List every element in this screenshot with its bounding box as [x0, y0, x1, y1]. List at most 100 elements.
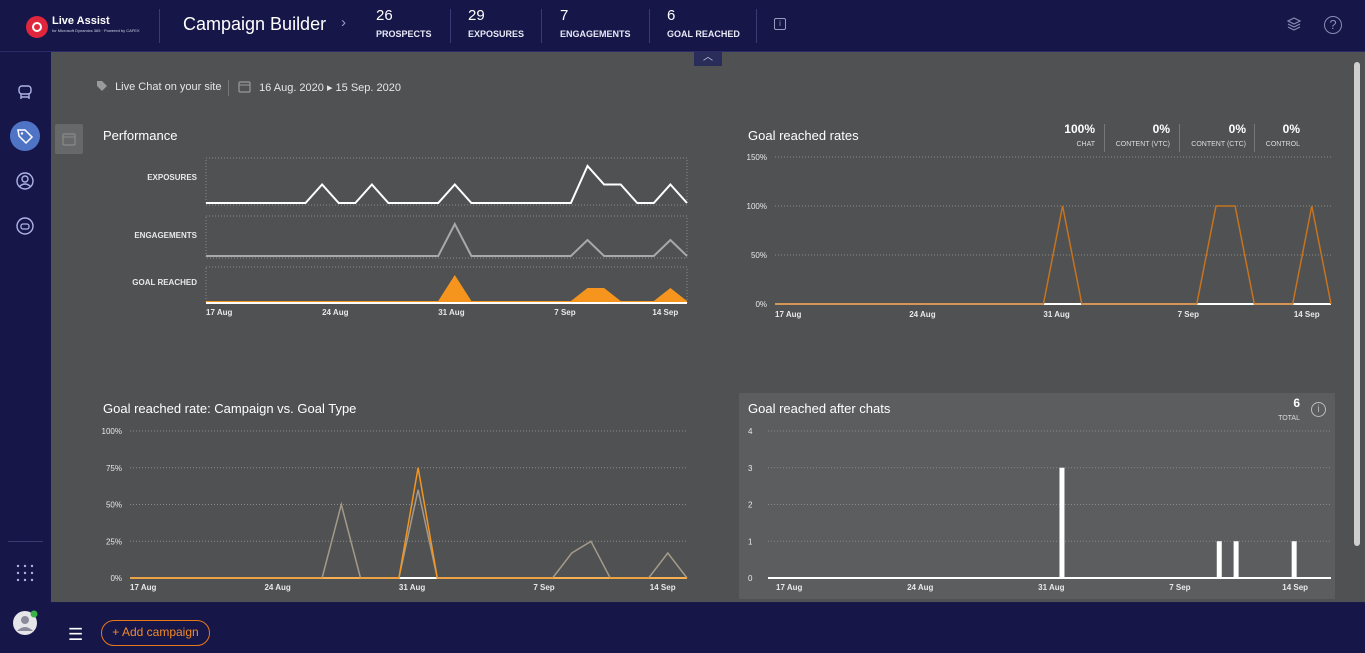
divider — [1104, 124, 1105, 152]
stat-value: 7 — [560, 7, 569, 24]
app-logo[interactable]: Live Assist for Microsoft Dynamics 365 ·… — [26, 14, 140, 38]
chevron-right-icon[interactable]: › — [341, 14, 346, 31]
y-tick-label: 100% — [102, 427, 122, 436]
row-frame — [205, 266, 688, 304]
row-frame — [205, 157, 688, 206]
channel-label: Live Chat on your site — [115, 81, 222, 93]
stat-label: GOAL REACHED — [667, 29, 740, 39]
metric-value: 0% — [1228, 122, 1246, 136]
y-tick-label: 1 — [748, 537, 753, 546]
calendar-icon — [238, 81, 251, 93]
x-tick-label: 14 Sep — [652, 308, 678, 317]
avatar-icon — [13, 610, 38, 635]
stat-value: 26 — [376, 7, 393, 24]
y-tick-label: 2 — [748, 501, 753, 510]
help-icon[interactable]: ? — [1324, 16, 1342, 34]
y-tick-label: 50% — [751, 251, 767, 260]
divider — [450, 9, 451, 43]
x-tick-label: 31 Aug — [1038, 583, 1064, 592]
performance-title: Performance — [103, 128, 178, 143]
sidebar-item-users[interactable] — [10, 166, 40, 196]
layers-icon[interactable] — [1285, 16, 1303, 34]
add-campaign-button[interactable]: + Add campaign — [101, 620, 210, 646]
campaign-vs-goal-chart: 100% 75% 50% 25% 0% 17 Aug 24 Aug 31 Aug 7 Sep 14… — [102, 427, 688, 592]
tag-icon — [97, 81, 107, 91]
goal-rates-title: Goal reached rates — [748, 128, 859, 143]
series-line — [206, 221, 688, 257]
sidebar-item-agents[interactable] — [10, 77, 40, 107]
series-line — [206, 164, 688, 204]
stat-value: 29 — [468, 7, 485, 24]
bar — [1233, 541, 1239, 578]
divider — [1254, 124, 1255, 152]
sidebar-item-campaigns[interactable] — [10, 121, 40, 151]
scrollbar[interactable] — [1354, 62, 1360, 546]
metric-label: CHAT — [1076, 141, 1095, 148]
x-tick-label: 17 Aug — [206, 308, 232, 317]
collapse-header-button[interactable]: ︿ — [694, 52, 722, 66]
user-avatar[interactable] — [10, 608, 40, 638]
apps-grid-button[interactable] — [10, 558, 40, 588]
info-icon[interactable]: i — [774, 18, 786, 30]
robot-cycle-icon — [16, 217, 34, 235]
x-tick-label: 24 Aug — [264, 583, 290, 592]
metric-label: CONTENT (VTC) — [1115, 141, 1170, 148]
x-tick-label: 31 Aug — [399, 583, 425, 592]
x-tick-label: 7 Sep — [1178, 310, 1199, 319]
goal-type-line — [130, 489, 688, 579]
y-tick-label: 3 — [748, 464, 753, 473]
goal-area — [206, 275, 687, 303]
metric-label: CONTENT (CTC) — [1191, 141, 1246, 148]
metric-value: 0% — [1152, 122, 1170, 136]
stat-label: PROSPECTS — [376, 29, 432, 39]
top-bar: Live Assist for Microsoft Dynamics 365 ·… — [0, 0, 1365, 52]
bar — [1216, 541, 1222, 578]
after-chats-chart: 4 3 2 1 0 17 Aug 24 Aug 31 Aug 7 Sep 14 Sep — [748, 427, 1331, 592]
bar — [1291, 541, 1297, 578]
date-range-label: 16 Aug. 2020 ▸ 15 Sep. 2020 — [259, 82, 401, 94]
sidebar-item-automation[interactable] — [10, 211, 40, 241]
x-tick-label: 24 Aug — [909, 310, 935, 319]
metric-label: CONTROL — [1265, 141, 1300, 148]
stat-goal-reached[interactable]: 6 GOAL REACHED — [667, 7, 740, 39]
x-tick-label: 24 Aug — [322, 308, 348, 317]
rate-line — [775, 205, 1332, 305]
tag-icon — [17, 129, 34, 145]
stat-engagements[interactable]: 7 ENGAGEMENTS — [560, 7, 631, 39]
after-chats-title: Goal reached after chats — [748, 401, 891, 416]
x-tick-label: 31 Aug — [438, 308, 464, 317]
x-tick-label: 7 Sep — [533, 583, 554, 592]
info-icon[interactable]: i — [1311, 402, 1326, 417]
divider — [8, 541, 43, 542]
bot-icon — [18, 85, 32, 99]
metric-chat: 100% CHAT — [1040, 122, 1095, 148]
x-tick-label: 31 Aug — [1043, 310, 1069, 319]
stat-value: 6 — [667, 7, 676, 24]
stat-prospects[interactable]: 26 PROSPECTS — [376, 7, 432, 39]
stat-exposures[interactable]: 29 EXPOSURES — [468, 7, 524, 39]
grid-icon — [16, 564, 34, 582]
logo-subtitle: for Microsoft Dynamics 365 · Powered by … — [52, 28, 140, 33]
campaign-vs-goal-title: Goal reached rate: Campaign vs. Goal Typ… — [103, 401, 357, 416]
row-label: ENGAGEMENTS — [134, 231, 197, 240]
x-tick-label: 14 Sep — [1294, 310, 1320, 319]
total-label: TOTAL — [1278, 415, 1300, 422]
logo-name: Live Assist — [52, 15, 110, 27]
stat-label: ENGAGEMENTS — [560, 29, 631, 39]
y-tick-label: 25% — [106, 537, 122, 546]
y-tick-label: 100% — [747, 202, 767, 211]
row-label: EXPOSURES — [147, 173, 197, 182]
divider — [228, 80, 229, 96]
channel-filter[interactable]: Live Chat on your site — [96, 80, 221, 93]
y-tick-label: 0 — [748, 574, 753, 583]
row-label: GOAL REACHED — [132, 278, 197, 287]
y-tick-label: 4 — [748, 427, 753, 436]
menu-icon[interactable]: ☰ — [68, 625, 84, 644]
metric-control: 0% CONTROL — [1258, 122, 1300, 148]
page-title: Campaign Builder — [183, 14, 327, 34]
calendar-tab-button[interactable] — [55, 124, 83, 154]
campaign-line — [130, 467, 687, 579]
date-filter[interactable]: 16 Aug. 2020 ▸ 15 Sep. 2020 — [238, 80, 401, 94]
x-tick-label: 7 Sep — [554, 308, 575, 317]
bottom-bar — [51, 603, 1365, 653]
